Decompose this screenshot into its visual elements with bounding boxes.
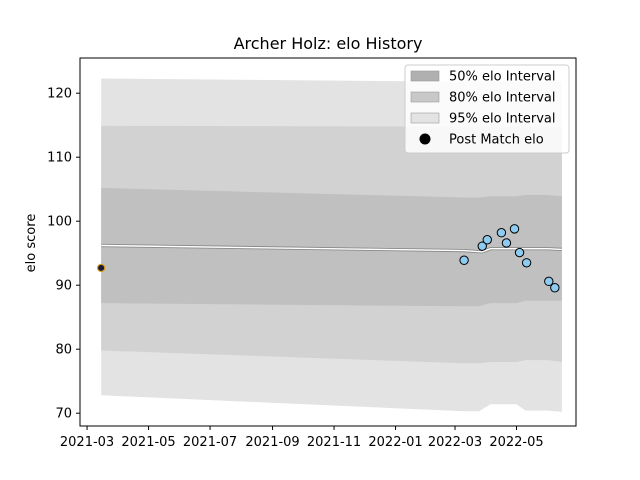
legend-label-0: 50% elo Interval xyxy=(449,70,556,85)
legend-swatch-1 xyxy=(410,91,440,103)
legend-marker-3 xyxy=(419,133,431,145)
post-match-point xyxy=(482,235,492,245)
y-tick-label: 70 xyxy=(55,407,72,422)
x-tick-label: 2021-03 xyxy=(60,435,114,450)
y-tick-label: 100 xyxy=(47,215,72,230)
x-tick-label: 2021-07 xyxy=(183,435,237,450)
y-axis-label: elo score xyxy=(24,214,39,273)
post-match-point xyxy=(550,283,560,293)
post-match-point xyxy=(459,255,469,265)
post-match-point xyxy=(521,258,532,268)
plot-axes: 2021-03 2021-05 2021-07 2021-09 2021-11 2022-… xyxy=(47,57,577,450)
legend-swatch-0 xyxy=(410,70,440,82)
x-tick-label: 2021-05 xyxy=(121,435,175,450)
interval-band-2 xyxy=(101,187,562,307)
x-tick-label: 2021-09 xyxy=(245,435,299,450)
chart-title: Archer Holz: elo History xyxy=(234,34,423,53)
y-tick-label: 90 xyxy=(55,279,72,294)
post-match-point xyxy=(477,241,487,251)
post-match-point xyxy=(509,224,520,234)
y-tick-label: 110 xyxy=(47,151,72,166)
legend-label-3: Post Match elo xyxy=(449,133,544,148)
interval-bands xyxy=(101,78,562,412)
post-match-point xyxy=(544,276,554,287)
legend-label-1: 80% elo Interval xyxy=(449,91,556,106)
mean-line xyxy=(101,244,562,253)
post-match-point xyxy=(501,238,512,248)
x-tick-label: 2022-03 xyxy=(428,435,482,450)
initial-elo-point xyxy=(96,263,106,273)
chart-legend: 50% elo Interval 80% elo Interval 95% elo … xyxy=(404,64,570,154)
x-tick-label: 2022-05 xyxy=(489,435,543,450)
y-tick-label: 120 xyxy=(47,87,72,102)
y-tick-label: 80 xyxy=(55,343,72,358)
post-match-point xyxy=(514,247,525,258)
legend-swatch-2 xyxy=(410,112,440,124)
plot-frame xyxy=(79,57,577,427)
mean-elo-line xyxy=(101,243,562,254)
legend-label-2: 95% elo Interval xyxy=(449,112,556,127)
post-match-points xyxy=(96,224,560,293)
x-tick-label: 2021-11 xyxy=(307,435,361,450)
legend-box xyxy=(404,64,570,154)
x-tick-label: 2022-01 xyxy=(368,435,422,450)
post-match-point xyxy=(496,228,507,238)
